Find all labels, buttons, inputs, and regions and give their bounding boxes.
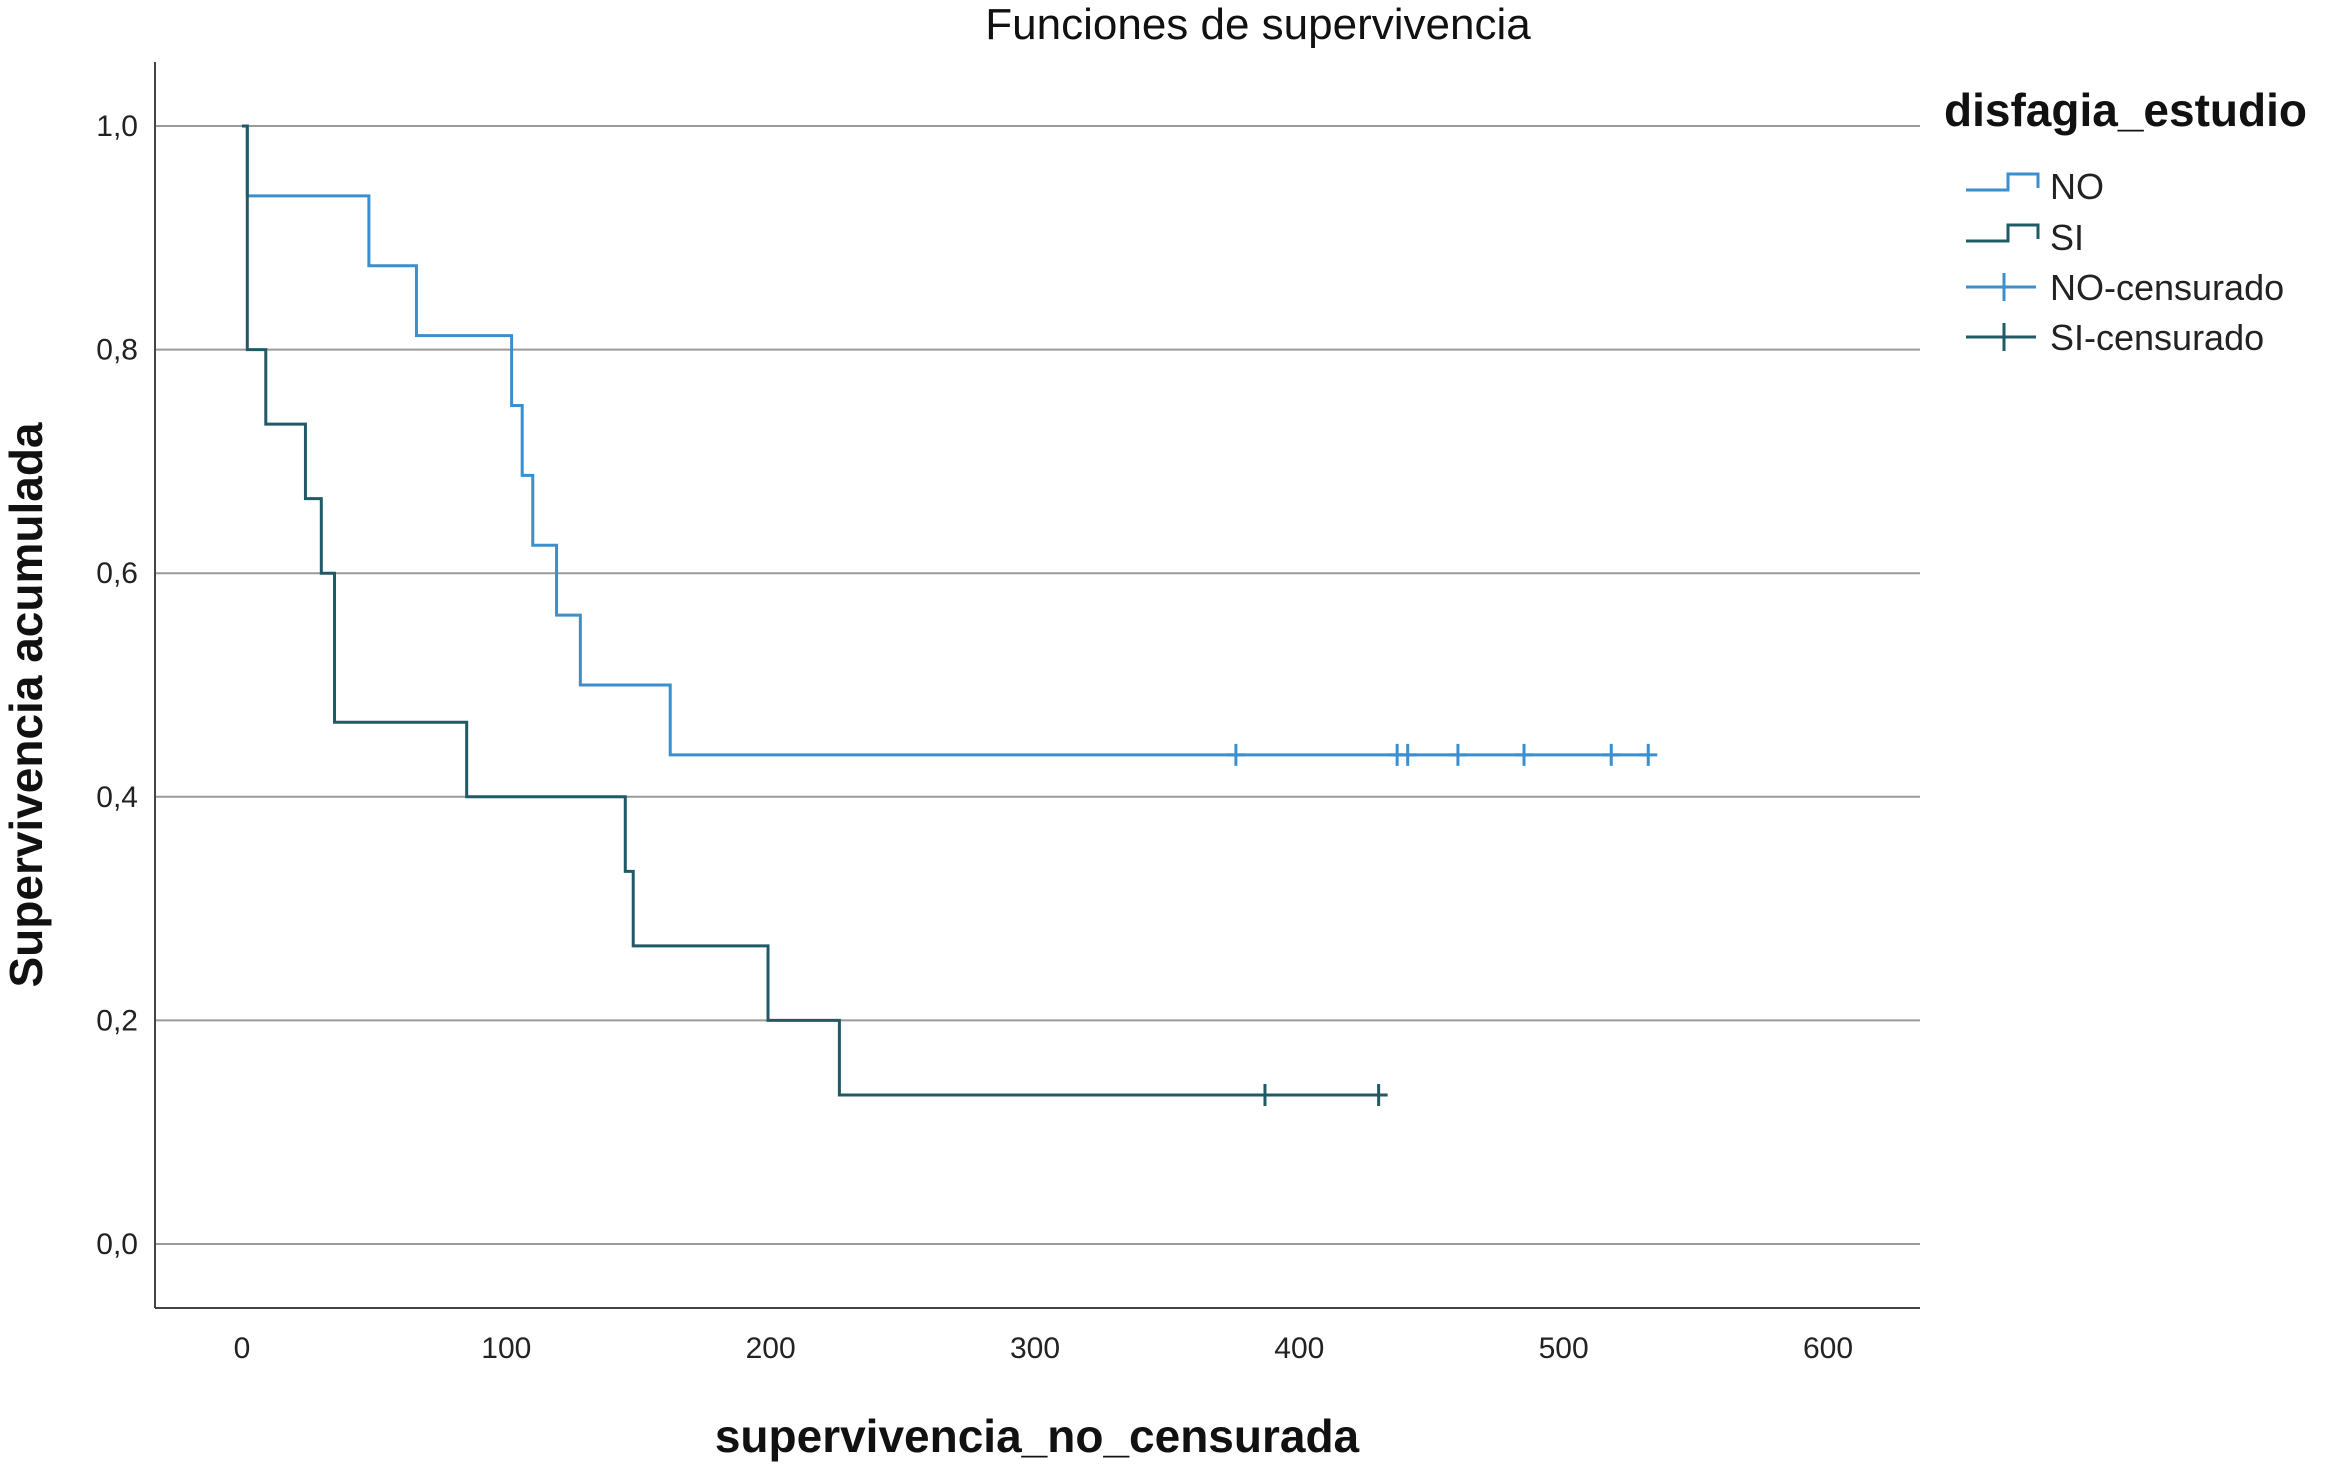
gridlines: [155, 125, 1920, 1245]
y-tick-label: 0,6: [96, 557, 138, 590]
series-group: [242, 124, 1658, 1106]
series-line-no: [242, 124, 1649, 757]
x-tick-label: 500: [1539, 1332, 1589, 1365]
y-tick-label: 1,0: [96, 110, 138, 143]
x-tick-label: 100: [481, 1332, 531, 1365]
legend-item-si-censurado: SI-censurado: [1966, 317, 2264, 358]
x-tick-label: 200: [746, 1332, 796, 1365]
legend-label: SI-censurado: [2050, 317, 2264, 358]
legend-label: SI: [2050, 217, 2084, 258]
y-tick-label: 0,4: [96, 781, 138, 814]
series-line-si: [242, 124, 1379, 1097]
y-tick-label: 0,8: [96, 334, 138, 367]
x-tick-label: 0: [234, 1332, 251, 1365]
x-axis-title: supervivencia_no_censurada: [715, 1410, 1360, 1462]
legend-step-symbol: [1966, 172, 2040, 192]
legend-label: NO-censurado: [2050, 267, 2284, 308]
axes: [154, 62, 1920, 1309]
x-tick-labels: 0 100 200 300 400 500 600: [234, 1332, 1853, 1365]
y-tick-labels: 0,0 0,2 0,4 0,6 0,8 1,0: [96, 110, 138, 1261]
censor-mark-no: [1602, 743, 1621, 766]
legend-item-no: NO: [1966, 166, 2104, 207]
x-tick-label: 300: [1010, 1332, 1060, 1365]
censor-mark-no: [1639, 743, 1658, 766]
censor-mark-si: [1369, 1083, 1388, 1106]
censor-mark-si: [1255, 1083, 1274, 1106]
legend: disfagia_estudio NO SI NO-censurado SI-cens…: [1944, 84, 2307, 358]
censor-mark-no: [1448, 743, 1467, 766]
legend-step-symbol: [1966, 223, 2040, 243]
y-tick-label: 0,0: [96, 1228, 138, 1261]
legend-label: NO: [2050, 166, 2104, 207]
censor-mark-no: [1398, 743, 1417, 766]
y-tick-label: 0,2: [96, 1004, 138, 1037]
legend-title: disfagia_estudio: [1944, 84, 2307, 136]
chart-title: Funciones de supervivencia: [985, 0, 1531, 49]
legend-item-si: SI: [1966, 217, 2084, 258]
x-tick-label: 400: [1274, 1332, 1324, 1365]
censor-mark-no: [1515, 743, 1534, 766]
x-tick-label: 600: [1803, 1332, 1853, 1365]
legend-item-no-censurado: NO-censurado: [1966, 267, 2284, 308]
censor-mark-no: [1226, 743, 1245, 766]
y-axis-title: Supervivencia acumulada: [0, 422, 52, 987]
